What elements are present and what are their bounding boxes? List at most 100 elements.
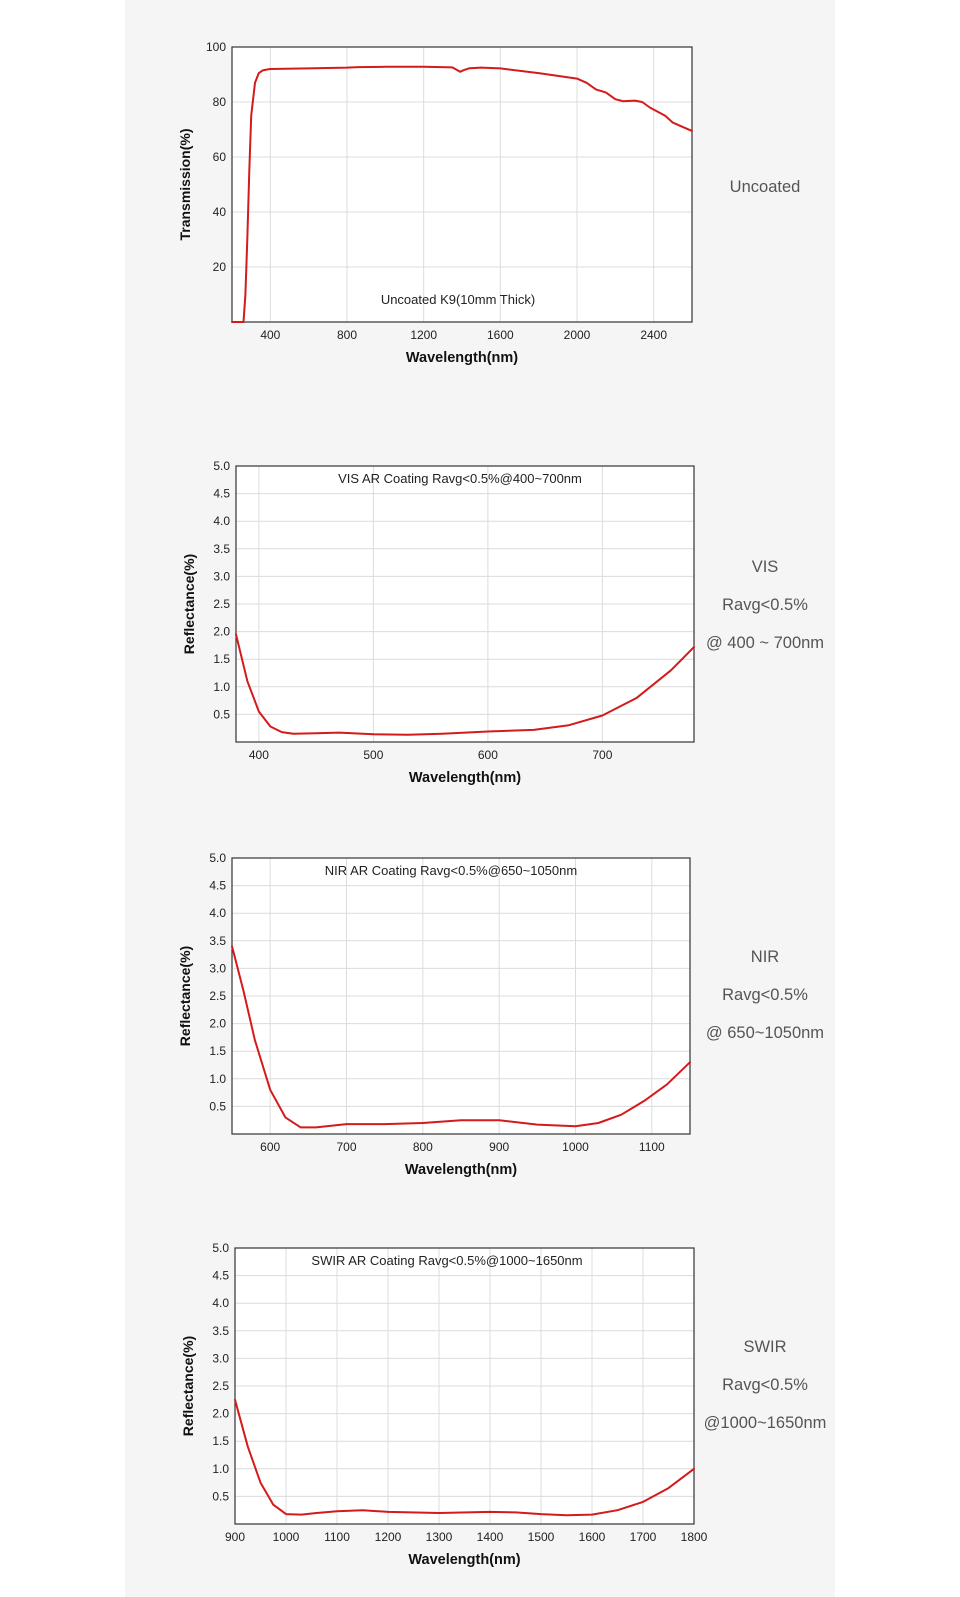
chart-4-xtick-label: 1000 bbox=[273, 1530, 300, 1544]
chart-3-ytick-label: 1.5 bbox=[209, 1044, 226, 1058]
chart-2-xaxis-label: Wavelength(nm) bbox=[409, 770, 521, 786]
chart-1-xtick-label: 2400 bbox=[640, 328, 667, 342]
chart-1-ytick-label: 100 bbox=[206, 40, 226, 54]
chart-1-side-description: Uncoated bbox=[680, 168, 850, 206]
chart-4-yaxis-label: Reflectance(%) bbox=[180, 1336, 196, 1436]
chart-4-xtick-label: 1700 bbox=[630, 1530, 657, 1544]
chart-4-series-line bbox=[234, 1398, 695, 1517]
chart-1-xtick-label: 800 bbox=[337, 328, 357, 342]
chart-3-ytick-label: 1.0 bbox=[209, 1072, 226, 1086]
chart-4-xtick-label: 900 bbox=[225, 1530, 245, 1544]
side-description-line: @1000~1650nm bbox=[703, 1414, 827, 1432]
chart-3-ytick-label: 2.0 bbox=[209, 1017, 226, 1031]
chart-4-ytick-label: 3.5 bbox=[212, 1324, 229, 1338]
chart-2-ytick-label: 4.0 bbox=[213, 514, 230, 528]
side-description-line: @ 650~1050nm bbox=[705, 1024, 825, 1042]
chart-4-frame bbox=[234, 1247, 695, 1525]
chart-2-ytick-label: 1.0 bbox=[213, 680, 230, 694]
side-description-line: VIS bbox=[751, 558, 779, 576]
chart-4-xtick-label: 1400 bbox=[477, 1530, 504, 1544]
side-description-line: SWIR bbox=[743, 1338, 787, 1356]
chart-2-ytick-label: 2.0 bbox=[213, 625, 230, 639]
chart-1-xtick-label: 2000 bbox=[564, 328, 591, 342]
chart-3-title: NIR AR Coating Ravg<0.5%@650~1050nm bbox=[325, 863, 577, 878]
chart-3-ytick-label: 2.5 bbox=[209, 989, 226, 1003]
chart-4-ytick-label: 3.0 bbox=[212, 1351, 229, 1365]
chart-2-side-description: VIS Ravg<0.5% @ 400 ~ 700nm bbox=[680, 548, 850, 662]
chart-1-frame bbox=[231, 46, 693, 323]
chart-4-ytick-label: 1.0 bbox=[212, 1462, 229, 1476]
side-description-line: Ravg<0.5% bbox=[722, 596, 808, 614]
chart-1-xtick-label: 400 bbox=[260, 328, 280, 342]
chart-3-series-line bbox=[231, 945, 691, 1129]
chart-1-xtick-label: 1200 bbox=[410, 328, 437, 342]
chart-3-ytick-label: 4.5 bbox=[209, 879, 226, 893]
chart-1-series-line bbox=[231, 65, 693, 323]
chart-4: 0.5 1.0 1.5 2.0 2.5 3.0 3.5 4.0 4.5 5.0 900 1000 110… bbox=[180, 1241, 708, 1568]
chart-1-title: Uncoated K9(10mm Thick) bbox=[381, 292, 535, 307]
chart-2-ytick-label: 3.0 bbox=[213, 569, 230, 583]
chart-3-xtick-label: 1100 bbox=[639, 1140, 665, 1154]
chart-2: 0.5 1.0 1.5 2.0 2.5 3.0 3.5 4.0 4.5 5.0 400 500 600 7… bbox=[181, 459, 695, 786]
chart-4-xtick-label: 1300 bbox=[426, 1530, 453, 1544]
chart-3-ytick-label: 3.0 bbox=[209, 961, 226, 975]
chart-4-xaxis-label: Wavelength(nm) bbox=[408, 1552, 520, 1568]
chart-2-ytick-label: 1.5 bbox=[213, 652, 230, 666]
chart-4-title: SWIR AR Coating Ravg<0.5%@1000~1650nm bbox=[311, 1253, 582, 1268]
chart-1-plot-area bbox=[232, 47, 692, 322]
chart-4-xtick-label: 1100 bbox=[324, 1530, 350, 1544]
chart-4-ytick-label: 1.5 bbox=[212, 1434, 229, 1448]
chart-4-ytick-label: 2.5 bbox=[212, 1379, 229, 1393]
side-description-line: @ 400 ~ 700nm bbox=[705, 634, 825, 652]
chart-4-ytick-label: 5.0 bbox=[212, 1241, 229, 1255]
chart-2-xtick-label: 700 bbox=[592, 748, 612, 762]
chart-1: 20 40 60 80 100 400 800 1200 1600 2000 2400 Uncoate… bbox=[177, 40, 693, 366]
chart-1-xaxis-label: Wavelength(nm) bbox=[406, 350, 518, 366]
chart-2-ytick-label: 2.5 bbox=[213, 597, 230, 611]
chart-2-xtick-label: 500 bbox=[363, 748, 383, 762]
chart-2-series-line bbox=[235, 633, 695, 736]
side-description-line: NIR bbox=[750, 948, 780, 966]
chart-1-ytick-label: 20 bbox=[213, 260, 227, 274]
chart-4-ytick-label: 4.0 bbox=[212, 1296, 229, 1310]
side-description-line: Ravg<0.5% bbox=[722, 1376, 808, 1394]
chart-2-title: VIS AR Coating Ravg<0.5%@400~700nm bbox=[338, 471, 582, 486]
chart-3-xtick-label: 1000 bbox=[562, 1140, 589, 1154]
chart-3-xaxis-label: Wavelength(nm) bbox=[405, 1162, 517, 1178]
chart-4-xtick-label: 1500 bbox=[528, 1530, 555, 1544]
chart-2-ytick-label: 4.5 bbox=[213, 487, 230, 501]
chart-4-ytick-label: 0.5 bbox=[212, 1489, 229, 1503]
chart-1-ytick-label: 40 bbox=[213, 205, 227, 219]
chart-2-xtick-label: 400 bbox=[249, 748, 269, 762]
chart-4-side-description: SWIR Ravg<0.5% @1000~1650nm bbox=[680, 1328, 850, 1442]
side-description-line: Uncoated bbox=[729, 178, 801, 196]
chart-2-yaxis-label: Reflectance(%) bbox=[181, 554, 197, 654]
side-description-line: Ravg<0.5% bbox=[722, 986, 808, 1004]
chart-2-frame bbox=[235, 465, 695, 743]
chart-1-ytick-label: 80 bbox=[213, 95, 227, 109]
chart-3-xtick-label: 600 bbox=[260, 1140, 280, 1154]
chart-3-ytick-label: 4.0 bbox=[209, 906, 226, 920]
chart-3-xtick-label: 700 bbox=[336, 1140, 356, 1154]
chart-2-ytick-label: 0.5 bbox=[213, 707, 230, 721]
chart-4-xtick-label: 1600 bbox=[579, 1530, 606, 1544]
chart-3-side-description: NIR Ravg<0.5% @ 650~1050nm bbox=[680, 938, 850, 1052]
chart-2-ytick-label: 3.5 bbox=[213, 542, 230, 556]
chart-3-ytick-label: 5.0 bbox=[209, 851, 226, 865]
chart-3-frame bbox=[231, 857, 691, 1135]
chart-4-xtick-label: 1800 bbox=[681, 1530, 708, 1544]
chart-3-ytick-label: 0.5 bbox=[209, 1099, 226, 1113]
chart-3-xtick-label: 900 bbox=[489, 1140, 509, 1154]
chart-3-ytick-label: 3.5 bbox=[209, 934, 226, 948]
chart-3-xtick-label: 800 bbox=[413, 1140, 433, 1154]
chart-3: 0.5 1.0 1.5 2.0 2.5 3.0 3.5 4.0 4.5 5.0 600 700 800 9… bbox=[177, 851, 691, 1178]
chart-1-yaxis-label: Transmission(%) bbox=[177, 128, 193, 240]
chart-4-xtick-label: 1200 bbox=[375, 1530, 402, 1544]
chart-1-ytick-label: 60 bbox=[213, 150, 227, 164]
chart-4-ytick-label: 4.5 bbox=[212, 1269, 229, 1283]
chart-4-ytick-label: 2.0 bbox=[212, 1407, 229, 1421]
chart-1-xtick-label: 1600 bbox=[487, 328, 514, 342]
chart-2-ytick-label: 5.0 bbox=[213, 459, 230, 473]
chart-2-xtick-label: 600 bbox=[478, 748, 498, 762]
